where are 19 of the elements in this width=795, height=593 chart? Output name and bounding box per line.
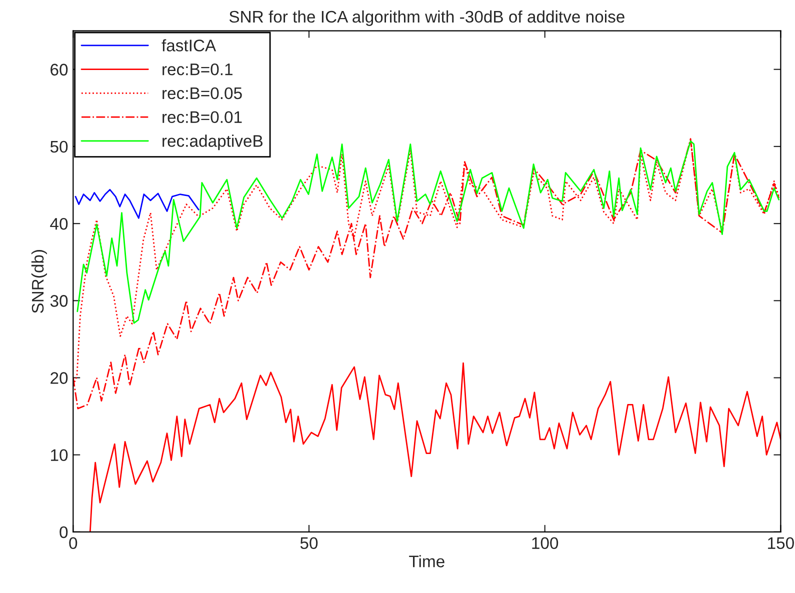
x-tick-label: 50 (300, 537, 318, 550)
y-tick-label: 10 (51, 449, 68, 462)
x-axis-title: Time (409, 555, 444, 568)
y-axis-title: SNR(db) (31, 250, 47, 314)
x-tick-label: 100 (532, 537, 558, 550)
y-tick-label: 40 (50, 218, 68, 230)
chart-title: SNR for the ICA algorithm with -30dB of additve noise (229, 10, 624, 26)
legend-label: rec:B=0.01 (162, 111, 242, 124)
legend-label: rec:B=0.1 (162, 63, 232, 76)
x-tick-label: 0 (69, 537, 78, 550)
x-tick-label: 150 (768, 537, 794, 550)
y-tick-label: 20 (50, 372, 68, 384)
legend-label: rec:B=0.05 (162, 87, 242, 100)
y-tick-label: 60 (50, 64, 68, 76)
y-tick-label: 30 (50, 295, 68, 307)
y-tick-label: 50 (50, 140, 68, 153)
legend-label: fastICA (162, 39, 216, 52)
y-tick-label: 0 (60, 526, 68, 538)
legend-label: rec:adaptiveB (162, 134, 263, 150)
